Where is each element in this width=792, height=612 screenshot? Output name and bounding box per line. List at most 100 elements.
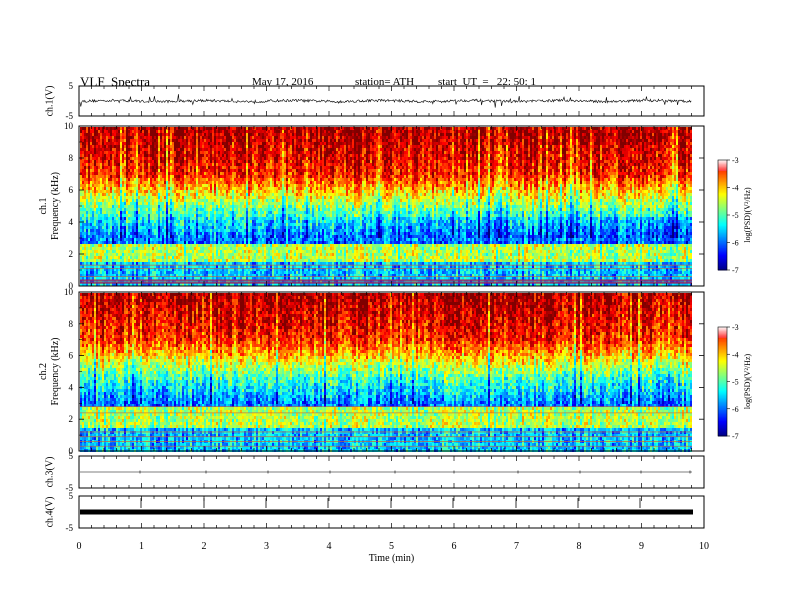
psd-cell — [94, 247, 96, 250]
psd-cell — [194, 277, 196, 280]
psd-cell — [166, 214, 168, 217]
psd-cell — [200, 157, 202, 160]
psd-cell — [90, 199, 92, 202]
psd-cell — [168, 202, 170, 205]
psd-cell — [160, 220, 162, 223]
psd-cell — [216, 238, 218, 241]
psd-cell — [192, 229, 194, 232]
psd-cell — [202, 151, 204, 154]
psd-cell — [236, 127, 238, 130]
psd-cell — [100, 253, 102, 256]
psd-cell — [118, 163, 120, 166]
psd-cell — [176, 250, 178, 253]
psd-cell — [242, 163, 244, 166]
psd-cell — [234, 226, 236, 229]
psd-cell — [162, 256, 164, 259]
psd-cell — [106, 136, 108, 139]
psd-cell — [82, 196, 84, 199]
psd-cell — [108, 196, 110, 199]
psd-cell — [124, 187, 126, 190]
psd-cell — [248, 142, 250, 145]
psd-cell — [96, 205, 98, 208]
psd-cell — [172, 217, 174, 220]
psd-cell — [176, 229, 178, 232]
psd-cell — [134, 217, 136, 220]
psd-cell — [164, 160, 166, 163]
psd-cell — [206, 268, 208, 271]
psd-cell — [164, 184, 166, 187]
psd-cell — [250, 232, 252, 235]
psd-cell — [142, 133, 144, 136]
psd-cell — [220, 184, 222, 187]
psd-cell — [98, 238, 100, 241]
psd-cell — [256, 268, 258, 271]
psd-cell — [152, 232, 154, 235]
psd-cell — [240, 211, 242, 214]
psd-cell — [244, 139, 246, 142]
psd-cell — [148, 283, 150, 286]
psd-cell — [114, 235, 116, 238]
psd-cell — [180, 214, 182, 217]
psd-cell — [152, 136, 154, 139]
psd-cell — [260, 130, 262, 133]
psd-cell — [150, 187, 152, 190]
psd-cell — [250, 229, 252, 232]
psd-cell — [208, 253, 210, 256]
psd-cell — [136, 262, 138, 265]
psd-cell — [230, 190, 232, 193]
psd-cell — [200, 280, 202, 283]
psd-cell — [108, 280, 110, 283]
psd-cell — [154, 247, 156, 250]
psd-cell — [208, 181, 210, 184]
psd-cell — [130, 241, 132, 244]
psd-cell — [102, 220, 104, 223]
psd-cell — [208, 175, 210, 178]
psd-cell — [174, 280, 176, 283]
psd-cell — [230, 145, 232, 148]
psd-cell — [154, 130, 156, 133]
psd-cell — [200, 184, 202, 187]
psd-cell — [118, 280, 120, 283]
psd-cell — [128, 253, 130, 256]
psd-cell — [190, 283, 192, 286]
psd-cell — [84, 205, 86, 208]
psd-cell — [248, 184, 250, 187]
psd-cell — [188, 190, 190, 193]
psd-cell — [178, 259, 180, 262]
psd-cell — [160, 256, 162, 259]
psd-cell — [146, 283, 148, 286]
psd-cell — [224, 133, 226, 136]
psd-cell — [168, 169, 170, 172]
psd-cell — [130, 178, 132, 181]
psd-cell — [112, 202, 114, 205]
psd-cell — [138, 268, 140, 271]
psd-cell — [232, 151, 234, 154]
psd-cell — [92, 235, 94, 238]
psd-cell — [144, 256, 146, 259]
psd-cell — [104, 217, 106, 220]
psd-cell — [202, 184, 204, 187]
psd-cell — [260, 145, 262, 148]
psd-cell — [226, 271, 228, 274]
psd-cell — [230, 277, 232, 280]
psd-cell — [154, 172, 156, 175]
psd-cell — [122, 166, 124, 169]
psd-cell — [186, 145, 188, 148]
psd-cell — [162, 151, 164, 154]
psd-cell — [240, 241, 242, 244]
psd-cell — [80, 196, 82, 199]
psd-cell — [164, 256, 166, 259]
psd-cell — [128, 256, 130, 259]
psd-cell — [132, 130, 134, 133]
psd-cell — [144, 154, 146, 157]
psd-cell — [252, 262, 254, 265]
psd-cell — [88, 160, 90, 163]
psd-cell — [156, 223, 158, 226]
psd-cell — [154, 145, 156, 148]
psd-cell — [232, 148, 234, 151]
psd-cell — [126, 133, 128, 136]
psd-cell — [156, 226, 158, 229]
psd-cell — [132, 151, 134, 154]
psd-cell — [162, 184, 164, 187]
psd-cell — [228, 163, 230, 166]
